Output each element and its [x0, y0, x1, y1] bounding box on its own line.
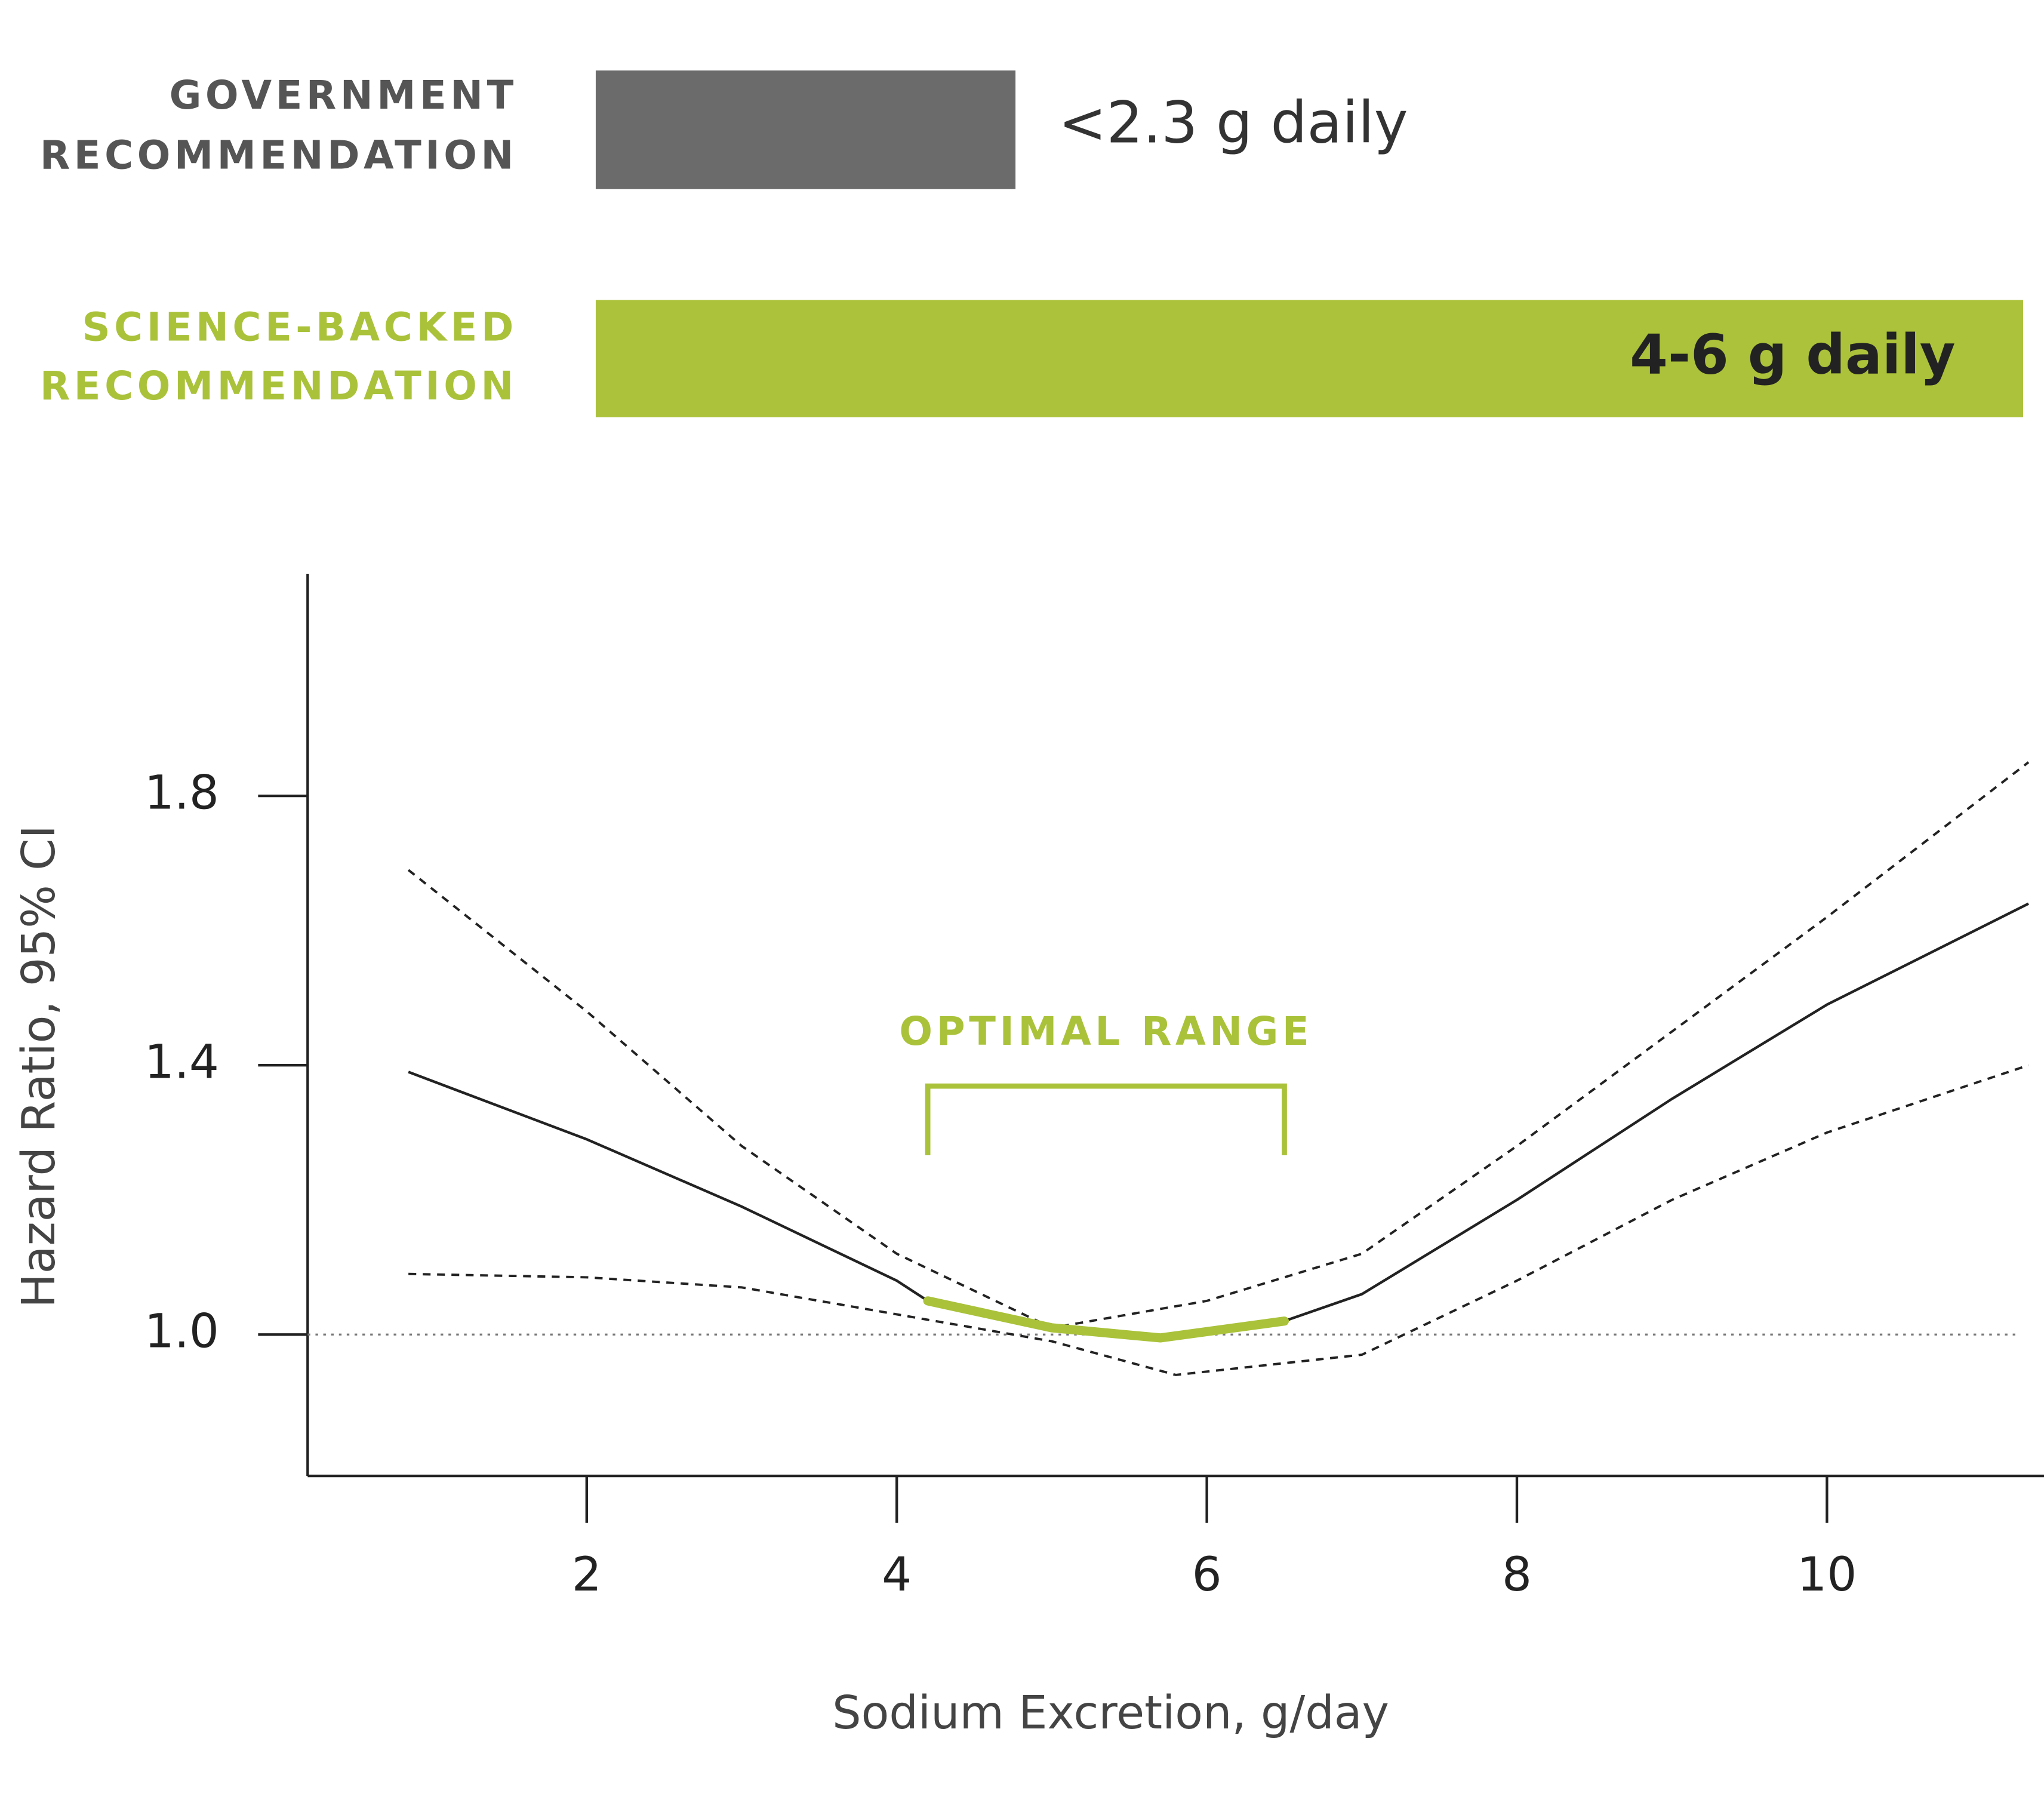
x-tick-label: 2: [572, 1547, 602, 1602]
x-tick-label: 6: [1192, 1547, 1222, 1602]
value-text: 4-6 g daily: [1630, 323, 1955, 387]
series-line: [408, 902, 2030, 1340]
label: RECOMMENDATION: [40, 364, 518, 409]
x-axis-title: Sodium Excretion, g/day: [832, 1687, 1389, 1740]
x-tick-label: 10: [1797, 1547, 1857, 1602]
highlight-line: [923, 1296, 1289, 1343]
range-label: OPTIMAL RANGE: [899, 1009, 1313, 1054]
science-bar: [595, 300, 2024, 417]
range-bracket: [925, 1083, 1287, 1155]
series-line: [408, 1064, 2029, 1376]
y-tick-label: 1.4: [144, 1035, 219, 1090]
gov-bar: [595, 70, 1016, 189]
value-text: <2.3 g daily: [1058, 89, 1408, 156]
x-tick-label: 4: [882, 1547, 912, 1602]
label: GOVERNMENT: [170, 73, 518, 118]
label: RECOMMENDATION: [40, 133, 518, 178]
x-tick-label: 8: [1502, 1547, 1532, 1602]
y-tick-label: 1.8: [144, 765, 219, 820]
y-axis-title: Hazard Ratio, 95% CI: [13, 825, 66, 1308]
label: SCIENCE-BACKED: [82, 305, 517, 350]
y-tick-label: 1.0: [144, 1304, 219, 1359]
series-line: [407, 761, 2030, 1330]
